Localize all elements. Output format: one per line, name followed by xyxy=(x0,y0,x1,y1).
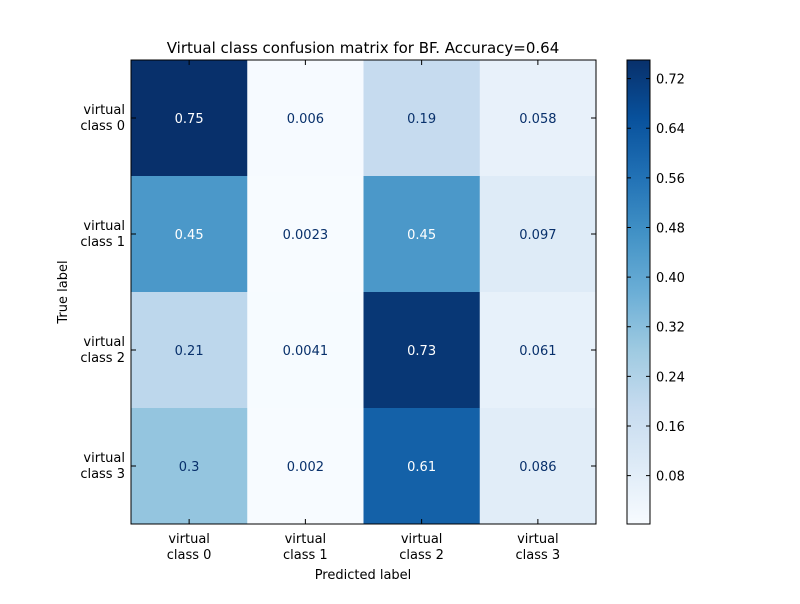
y-tick-label: class 1 xyxy=(80,235,125,250)
heatmap-cell xyxy=(131,60,248,177)
cell-value-label: 0.3 xyxy=(179,460,200,475)
cell-value-label: 0.61 xyxy=(407,460,436,475)
colorbar-tick-label: 0.64 xyxy=(656,122,685,137)
x-tick-label: virtual xyxy=(168,532,210,547)
heatmap-cell xyxy=(363,176,481,293)
cell-value-label: 0.45 xyxy=(407,228,436,243)
heatmap-cell xyxy=(363,60,481,177)
heatmap-cell xyxy=(479,60,597,177)
cell-value-label: 0.061 xyxy=(519,344,556,359)
heatmap-cell xyxy=(363,408,481,525)
cell-value-label: 0.086 xyxy=(519,460,556,475)
colorbar-frame xyxy=(626,59,651,525)
colorbar-tick-label: 0.16 xyxy=(656,420,685,435)
heatmap-cell xyxy=(247,176,364,293)
chart-title: Virtual class confusion matrix for BF. A… xyxy=(167,39,560,57)
x-tick-label: class 1 xyxy=(283,548,328,563)
x-axis-label: Predicted label xyxy=(315,568,412,583)
colorbar-tick-label: 0.40 xyxy=(656,271,685,286)
colorbar-tick-label: 0.48 xyxy=(656,221,685,236)
colorbar-gradient xyxy=(627,60,650,524)
x-tick-label: virtual xyxy=(401,532,443,547)
heatmap-cell xyxy=(363,292,481,409)
cell-value-label: 0.0041 xyxy=(283,344,329,359)
cell-value-label: 0.73 xyxy=(407,344,436,359)
cell-value-label: 0.058 xyxy=(519,112,556,127)
y-tick-label: class 0 xyxy=(80,119,125,134)
heatmap-cell xyxy=(131,176,248,293)
y-tick-label: virtual xyxy=(83,219,125,234)
heatmap-cell xyxy=(131,408,248,525)
cell-value-label: 0.45 xyxy=(175,228,204,243)
y-tick-label: virtual xyxy=(83,335,125,350)
x-tick-label: virtual xyxy=(285,532,327,547)
colorbar-tick-label: 0.72 xyxy=(656,73,685,88)
plot-frame xyxy=(130,59,597,525)
x-tick-label: class 3 xyxy=(516,548,561,563)
colorbar-tick-label: 0.56 xyxy=(656,172,685,187)
cell-value-label: 0.0023 xyxy=(283,228,329,243)
y-tick-label: virtual xyxy=(83,103,125,118)
y-axis-label: True label xyxy=(56,260,71,324)
x-tick-label: class 0 xyxy=(167,548,212,563)
y-tick-label: class 3 xyxy=(80,467,125,482)
heatmap-cell xyxy=(479,408,597,525)
heatmap-cell-labels: 0.75 0.006 0.19 0.058 0.45 0.0023 0.45 0.097 0.2… xyxy=(175,112,557,475)
heatmap-cell xyxy=(247,408,364,525)
y-tick-label: class 2 xyxy=(80,351,125,366)
y-tick-label: virtual xyxy=(83,451,125,466)
cell-value-label: 0.75 xyxy=(175,112,204,127)
colorbar-tick-label: 0.08 xyxy=(656,470,685,485)
heatmap-cells xyxy=(131,60,597,525)
heatmap-cell xyxy=(479,176,597,293)
cell-value-label: 0.21 xyxy=(175,344,204,359)
cell-value-label: 0.19 xyxy=(407,112,436,127)
heatmap-cell xyxy=(479,292,597,409)
heatmap-cell xyxy=(247,292,364,409)
cell-value-label: 0.002 xyxy=(287,460,324,475)
colorbar-ticks: 0.08 0.16 0.24 0.32 0.40 0.48 0.56 0.64 0.72 xyxy=(627,73,685,485)
x-tick-label: class 2 xyxy=(399,548,444,563)
heatmap-cell xyxy=(247,60,364,177)
colorbar-tick-label: 0.24 xyxy=(656,370,685,385)
colorbar-tick-label: 0.32 xyxy=(656,321,685,336)
x-tick-label: virtual xyxy=(517,532,559,547)
cell-value-label: 0.006 xyxy=(287,112,324,127)
heatmap-cell xyxy=(131,292,248,409)
cell-value-label: 0.097 xyxy=(519,228,556,243)
